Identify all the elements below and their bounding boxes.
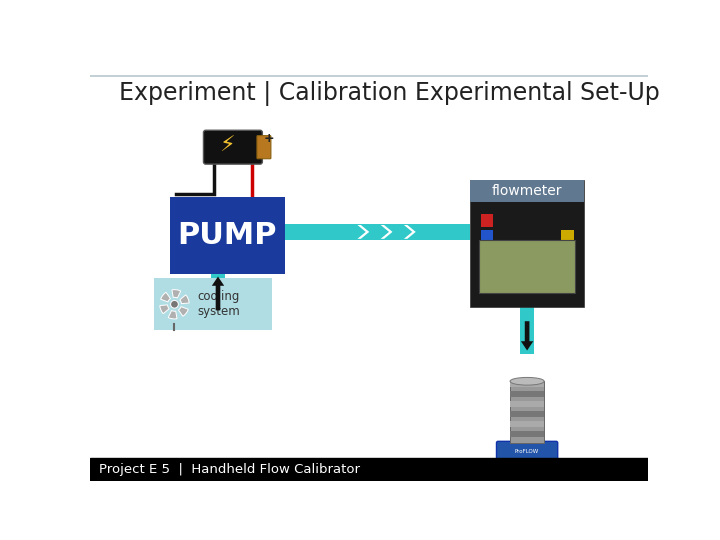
FancyArrow shape [521, 321, 534, 350]
Polygon shape [357, 225, 369, 239]
Text: flowmeter: flowmeter [492, 184, 562, 198]
Bar [284, 224, 469, 240]
Bar [479, 240, 575, 294]
Bar [520, 307, 534, 354]
Bar [211, 274, 225, 316]
Ellipse shape [510, 377, 544, 385]
Polygon shape [381, 225, 392, 239]
Wedge shape [160, 305, 169, 314]
Bar [510, 411, 544, 417]
Bar [90, 457, 648, 481]
Text: cooling
system: cooling system [197, 291, 240, 318]
Bar [481, 230, 493, 242]
Text: +: + [264, 132, 274, 145]
Bar [469, 180, 585, 202]
Text: ⚡: ⚡ [219, 136, 235, 156]
Bar [510, 421, 544, 427]
Bar [561, 230, 574, 242]
Bar [469, 180, 585, 307]
Text: Experiment | Calibration Experimental Set-Up: Experiment | Calibration Experimental Se… [120, 81, 660, 106]
Text: PUMP: PUMP [177, 221, 277, 250]
FancyBboxPatch shape [257, 136, 271, 159]
Wedge shape [172, 289, 181, 298]
Wedge shape [161, 292, 171, 302]
Bar [510, 381, 544, 387]
Bar [510, 401, 544, 407]
Bar [510, 391, 544, 397]
Circle shape [171, 300, 179, 308]
Wedge shape [168, 310, 177, 319]
Bar [481, 214, 493, 226]
FancyArrow shape [212, 276, 224, 310]
Text: Project E 5  |  Handheld Flow Calibrator: Project E 5 | Handheld Flow Calibrator [99, 463, 360, 476]
Bar [510, 430, 544, 437]
Bar [154, 278, 272, 330]
Wedge shape [179, 307, 189, 316]
FancyBboxPatch shape [497, 441, 558, 461]
Text: ProFLOW: ProFLOW [515, 449, 539, 454]
Bar [170, 197, 284, 274]
Wedge shape [180, 295, 189, 303]
FancyBboxPatch shape [204, 130, 262, 164]
Polygon shape [404, 225, 415, 239]
Bar [510, 381, 544, 443]
